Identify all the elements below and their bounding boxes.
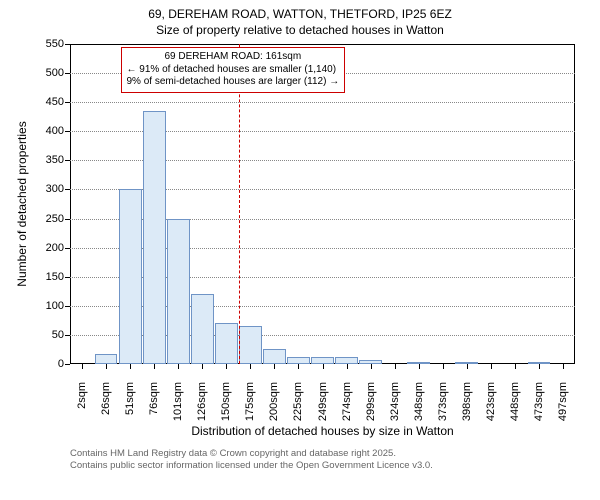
xtick-mark: [82, 364, 83, 369]
xtick-label: 225sqm: [292, 376, 304, 421]
y-axis-label: Number of detached properties: [15, 121, 29, 286]
ytick-label: 350: [46, 154, 70, 166]
ytick-label: 550: [46, 38, 70, 50]
histogram-bar: [311, 357, 334, 364]
histogram-bar: [95, 354, 118, 364]
ytick-label: 50: [52, 329, 70, 341]
xtick-mark: [250, 364, 251, 369]
xtick-label: 274sqm: [341, 376, 353, 421]
annotation-line: 69 DEREHAM ROAD: 161sqm: [127, 51, 340, 64]
ytick-label: 100: [46, 300, 70, 312]
annotation-box: 69 DEREHAM ROAD: 161sqm← 91% of detached…: [121, 47, 346, 93]
histogram-bar: [167, 219, 190, 364]
xtick-mark: [202, 364, 203, 369]
footer-line-1: Contains HM Land Registry data © Crown c…: [70, 448, 433, 460]
ytick-label: 200: [46, 242, 70, 254]
ytick-label: 400: [46, 125, 70, 137]
xtick-label: 473sqm: [533, 376, 545, 421]
histogram-bar: [287, 357, 310, 364]
xtick-label: 2sqm: [76, 376, 88, 409]
xtick-label: 150sqm: [220, 376, 232, 421]
histogram-bar: [335, 357, 358, 364]
xtick-mark: [154, 364, 155, 369]
histogram-bar: [143, 111, 166, 364]
xtick-mark: [347, 364, 348, 369]
histogram-bar: [191, 294, 214, 364]
xtick-mark: [395, 364, 396, 369]
histogram-bar: [263, 349, 286, 364]
ytick-label: 300: [46, 183, 70, 195]
xtick-label: 448sqm: [509, 376, 521, 421]
histogram-bar: [215, 323, 238, 364]
xtick-label: 423sqm: [485, 376, 497, 421]
ytick-label: 450: [46, 96, 70, 108]
plot-area: 0501001502002503003504004505005502sqm26s…: [70, 44, 575, 364]
xtick-label: 126sqm: [196, 376, 208, 421]
xtick-mark: [298, 364, 299, 369]
gridline: [70, 102, 575, 103]
xtick-label: 373sqm: [437, 376, 449, 421]
title-line-2: Size of property relative to detached ho…: [0, 22, 600, 38]
footer-line-2: Contains public sector information licen…: [70, 460, 433, 472]
xtick-mark: [178, 364, 179, 369]
xtick-mark: [443, 364, 444, 369]
xtick-label: 26sqm: [100, 376, 112, 415]
xtick-mark: [563, 364, 564, 369]
xtick-mark: [323, 364, 324, 369]
histogram-bar: [239, 326, 262, 364]
xtick-mark: [106, 364, 107, 369]
xtick-label: 101sqm: [172, 376, 184, 421]
xtick-label: 51sqm: [124, 376, 136, 415]
ytick-label: 150: [46, 271, 70, 283]
histogram-bar: [119, 189, 142, 364]
x-axis-label: Distribution of detached houses by size …: [191, 424, 453, 438]
xtick-label: 398sqm: [461, 376, 473, 421]
xtick-mark: [130, 364, 131, 369]
xtick-label: 175sqm: [244, 376, 256, 421]
annotation-line: 9% of semi-detached houses are larger (1…: [127, 76, 340, 89]
xtick-mark: [539, 364, 540, 369]
xtick-label: 299sqm: [365, 376, 377, 421]
xtick-label: 76sqm: [148, 376, 160, 415]
ytick-label: 0: [58, 358, 70, 370]
xtick-mark: [274, 364, 275, 369]
footer-note: Contains HM Land Registry data © Crown c…: [70, 448, 433, 473]
xtick-mark: [419, 364, 420, 369]
xtick-label: 200sqm: [268, 376, 280, 421]
chart-container: 69, DEREHAM ROAD, WATTON, THETFORD, IP25…: [0, 0, 600, 500]
xtick-label: 348sqm: [413, 376, 425, 421]
title-line-1: 69, DEREHAM ROAD, WATTON, THETFORD, IP25…: [0, 6, 600, 22]
xtick-label: 249sqm: [317, 376, 329, 421]
ytick-label: 500: [46, 67, 70, 79]
xtick-label: 324sqm: [389, 376, 401, 421]
title-block: 69, DEREHAM ROAD, WATTON, THETFORD, IP25…: [0, 0, 600, 38]
xtick-mark: [226, 364, 227, 369]
xtick-mark: [371, 364, 372, 369]
xtick-label: 497sqm: [557, 376, 569, 421]
ytick-label: 250: [46, 213, 70, 225]
xtick-mark: [515, 364, 516, 369]
xtick-mark: [491, 364, 492, 369]
annotation-line: ← 91% of detached houses are smaller (1,…: [127, 64, 340, 77]
xtick-mark: [467, 364, 468, 369]
